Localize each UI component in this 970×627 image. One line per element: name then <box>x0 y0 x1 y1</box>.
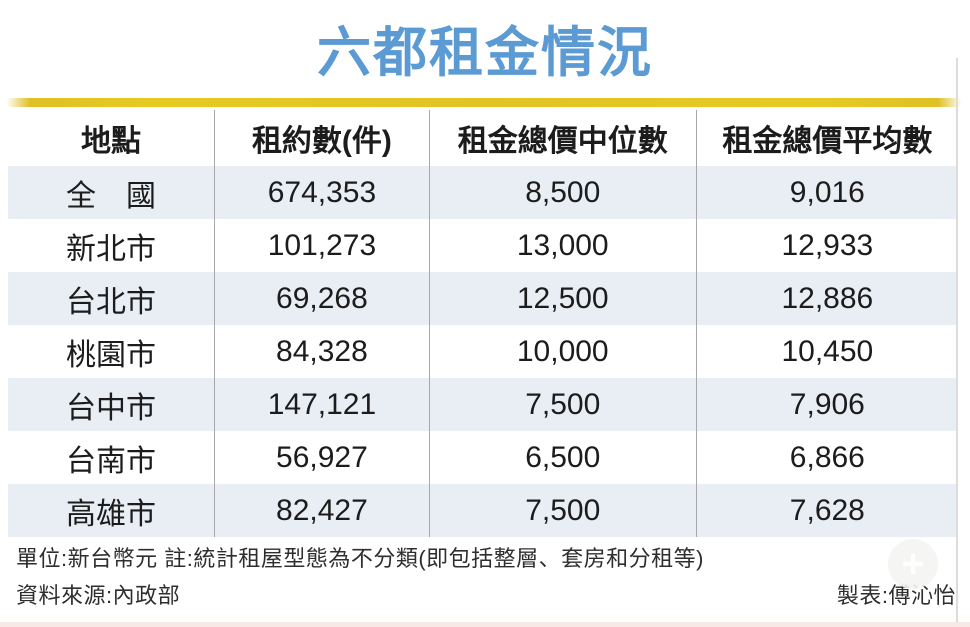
cell-contracts: 101,273 <box>215 219 430 272</box>
cell-location: 台中市 <box>8 378 216 431</box>
cell-median: 10,000 <box>430 325 697 378</box>
table-row: 高雄市 82,427 7,500 7,628 <box>8 484 958 537</box>
cell-location: 台南市 <box>8 431 216 484</box>
cell-median: 13,000 <box>430 219 697 272</box>
cell-contracts: 69,268 <box>215 272 430 325</box>
source-note: 資料來源:內政部 <box>16 583 181 608</box>
bottom-edge-strip <box>0 622 970 627</box>
table-header-row: 地點 租約數(件) 租金總價中位數 租金總價平均數 <box>8 110 958 166</box>
cell-location: 新北市 <box>8 219 216 272</box>
cell-contracts: 56,927 <box>215 431 430 484</box>
cell-median: 8,500 <box>430 166 697 219</box>
footnotes: 單位:新台幣元 註:統計租屋型態為不分類(即包括整層、套房和分租等) 資料來源:… <box>16 541 956 615</box>
cell-contracts: 82,427 <box>215 484 430 537</box>
title-divider-bar <box>6 98 962 107</box>
header-average: 租金總價平均數 <box>722 125 933 158</box>
table-row: 台中市 147,121 7,500 7,906 <box>8 378 958 431</box>
credit-note: 製表:傅沁怡 <box>836 583 956 608</box>
table-row: 全 國 674,353 8,500 9,016 <box>8 166 958 219</box>
cell-median: 6,500 <box>430 431 697 484</box>
header-median: 租金總價中位數 <box>430 110 697 166</box>
cell-median: 7,500 <box>430 484 697 537</box>
header-contracts: 租約數(件) <box>215 110 430 166</box>
cell-average: 12,933 <box>781 228 874 262</box>
table-row: 新北市 101,273 13,000 12,933 <box>8 219 958 272</box>
cell-location: 台北市 <box>8 272 216 325</box>
header-location: 地點 <box>8 110 216 166</box>
cell-average: 7,628 <box>789 493 865 527</box>
cell-location: 全 國 <box>8 166 216 219</box>
table-row: 台南市 56,927 6,500 6,866 <box>8 431 958 484</box>
table-row: 桃園市 84,328 10,000 10,450 <box>8 325 958 378</box>
cell-location: 桃園市 <box>8 325 216 378</box>
cell-median: 7,500 <box>430 378 697 431</box>
cell-location: 高雄市 <box>8 484 216 537</box>
plus-icon-glyph: + <box>901 542 925 586</box>
cell-contracts: 147,121 <box>215 378 430 431</box>
plus-icon[interactable]: + <box>888 539 938 589</box>
cell-average: 12,886 <box>781 281 874 315</box>
cell-average: 6,866 <box>789 440 865 474</box>
cell-contracts: 84,328 <box>215 325 430 378</box>
right-edge-divider <box>956 58 958 627</box>
cell-average: 7,906 <box>789 387 865 421</box>
source-credit-line: 資料來源:內政部 製表:傅沁怡 <box>16 577 956 615</box>
table-row: 台北市 69,268 12,500 12,886 <box>8 272 958 325</box>
rent-table: 地點 租約數(件) 租金總價中位數 租金總價平均數 全 國 674,353 8,… <box>8 110 958 537</box>
cell-median: 12,500 <box>430 272 697 325</box>
unit-note: 單位:新台幣元 註:統計租屋型態為不分類(即包括整層、套房和分租等) <box>16 546 704 571</box>
cell-average: 10,450 <box>781 334 874 368</box>
cell-contracts: 674,353 <box>215 166 430 219</box>
cell-average: 9,016 <box>789 175 865 209</box>
page-title: 六都租金情況 <box>317 23 653 83</box>
